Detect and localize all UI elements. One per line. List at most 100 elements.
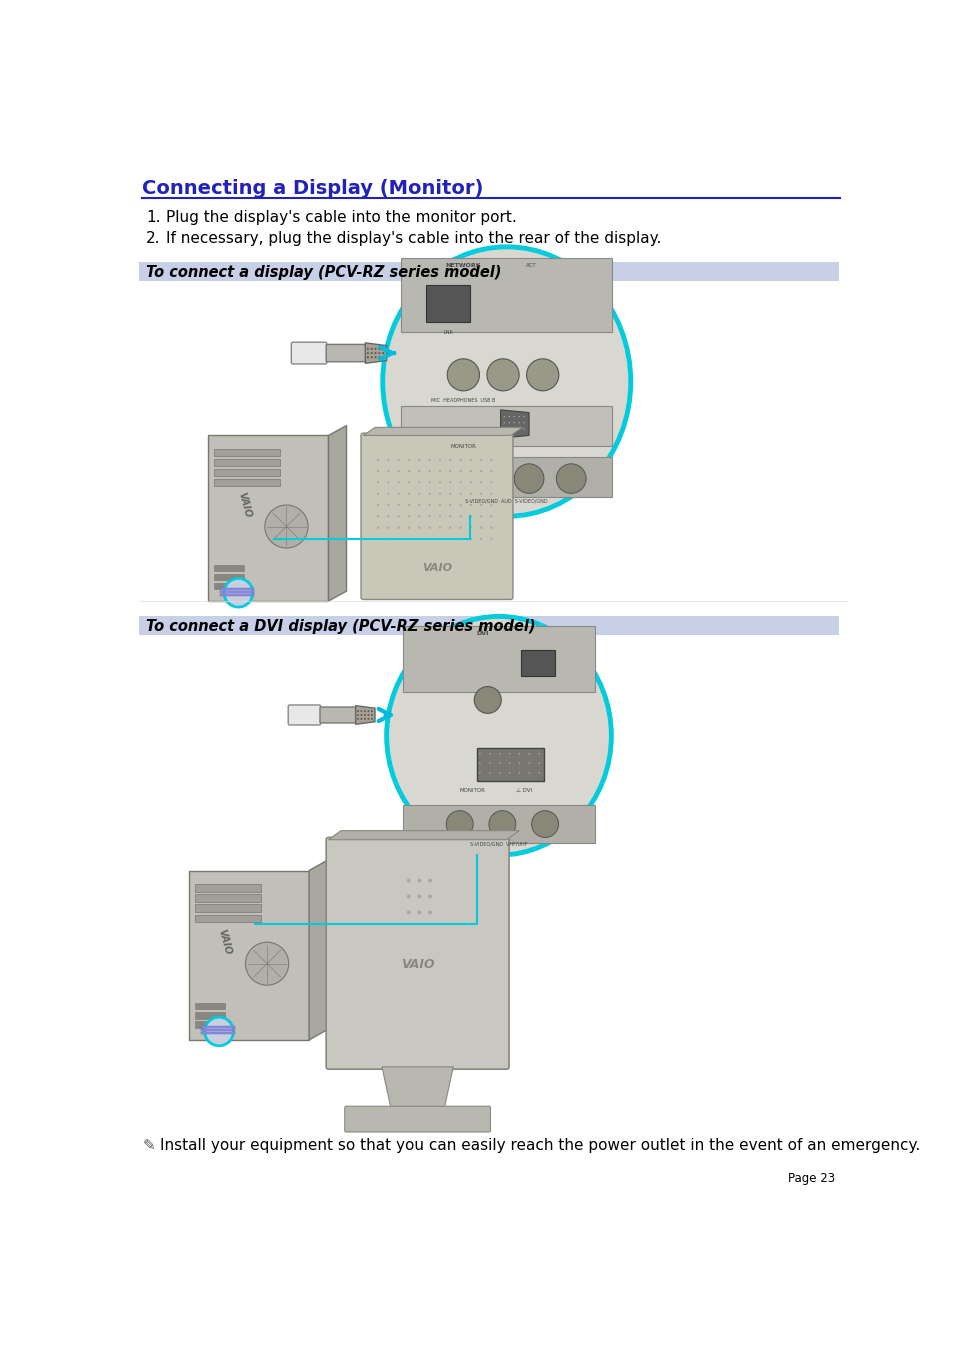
Circle shape: [408, 527, 410, 528]
Circle shape: [490, 470, 492, 473]
FancyBboxPatch shape: [214, 478, 280, 486]
Circle shape: [446, 811, 473, 838]
Circle shape: [479, 493, 482, 494]
Circle shape: [360, 711, 362, 712]
Circle shape: [397, 470, 399, 473]
FancyBboxPatch shape: [326, 345, 366, 362]
Circle shape: [397, 504, 399, 507]
Circle shape: [356, 711, 358, 712]
FancyBboxPatch shape: [403, 805, 594, 843]
Circle shape: [397, 481, 399, 484]
FancyBboxPatch shape: [401, 405, 612, 446]
Circle shape: [449, 504, 451, 507]
Circle shape: [204, 1017, 233, 1046]
FancyBboxPatch shape: [214, 458, 280, 466]
Circle shape: [428, 493, 431, 494]
FancyBboxPatch shape: [201, 1027, 234, 1028]
FancyBboxPatch shape: [521, 650, 555, 676]
Polygon shape: [363, 427, 522, 435]
Circle shape: [469, 504, 472, 507]
FancyBboxPatch shape: [291, 342, 327, 363]
Circle shape: [367, 353, 369, 354]
FancyBboxPatch shape: [208, 435, 328, 601]
Circle shape: [376, 458, 379, 461]
Text: Install your equipment so that you can easily reach the power outlet in the even: Install your equipment so that you can e…: [159, 1139, 919, 1154]
Circle shape: [428, 458, 431, 461]
Circle shape: [459, 493, 461, 494]
Circle shape: [469, 458, 472, 461]
Circle shape: [387, 458, 389, 461]
Circle shape: [371, 717, 373, 720]
Circle shape: [459, 470, 461, 473]
Ellipse shape: [382, 247, 630, 516]
Circle shape: [479, 515, 482, 517]
Circle shape: [387, 515, 389, 517]
Circle shape: [382, 353, 384, 354]
Circle shape: [406, 911, 410, 915]
Circle shape: [459, 538, 461, 540]
Circle shape: [387, 481, 389, 484]
FancyBboxPatch shape: [214, 582, 244, 589]
FancyBboxPatch shape: [476, 747, 543, 781]
Circle shape: [376, 538, 379, 540]
Circle shape: [488, 811, 516, 838]
Circle shape: [518, 753, 519, 754]
Circle shape: [526, 359, 558, 390]
Text: If necessary, plug the display's cable into the rear of the display.: If necessary, plug the display's cable i…: [166, 231, 660, 246]
FancyBboxPatch shape: [189, 870, 309, 1040]
Circle shape: [376, 470, 379, 473]
Circle shape: [438, 458, 440, 461]
Circle shape: [459, 527, 461, 528]
Text: MONITOR: MONITOR: [450, 443, 476, 449]
FancyBboxPatch shape: [288, 705, 320, 725]
Circle shape: [428, 515, 431, 517]
Text: VAIO: VAIO: [421, 563, 452, 573]
Circle shape: [224, 578, 253, 607]
Circle shape: [417, 894, 421, 898]
Circle shape: [447, 359, 479, 390]
Circle shape: [479, 470, 482, 473]
Polygon shape: [309, 861, 327, 1040]
Circle shape: [387, 504, 389, 507]
Text: VAIO: VAIO: [236, 490, 253, 519]
Circle shape: [459, 481, 461, 484]
Circle shape: [356, 715, 358, 716]
Circle shape: [489, 753, 490, 754]
Circle shape: [449, 515, 451, 517]
FancyBboxPatch shape: [194, 1002, 225, 1009]
Text: Plug the display's cable into the monitor port.: Plug the display's cable into the monito…: [166, 209, 516, 224]
Circle shape: [375, 353, 376, 354]
Circle shape: [376, 527, 379, 528]
Text: S-VIDEO/GND  VHF/UHF: S-VIDEO/GND VHF/UHF: [470, 842, 527, 847]
Text: Connecting a Display (Monitor): Connecting a Display (Monitor): [142, 180, 483, 199]
FancyBboxPatch shape: [401, 258, 612, 332]
Text: LNK: LNK: [443, 331, 453, 335]
Circle shape: [469, 481, 472, 484]
Circle shape: [490, 538, 492, 540]
Circle shape: [490, 493, 492, 494]
Circle shape: [469, 470, 472, 473]
FancyBboxPatch shape: [194, 1021, 225, 1028]
FancyBboxPatch shape: [319, 707, 356, 723]
Circle shape: [478, 753, 480, 754]
Circle shape: [376, 481, 379, 484]
Circle shape: [417, 911, 421, 915]
Circle shape: [508, 753, 510, 754]
Circle shape: [387, 493, 389, 494]
Circle shape: [367, 347, 369, 350]
Circle shape: [472, 463, 501, 493]
Circle shape: [428, 538, 431, 540]
Text: ACT: ACT: [526, 263, 537, 267]
Circle shape: [397, 515, 399, 517]
Circle shape: [498, 771, 500, 774]
Circle shape: [428, 894, 432, 898]
Circle shape: [397, 458, 399, 461]
Circle shape: [382, 347, 384, 350]
Circle shape: [449, 538, 451, 540]
FancyBboxPatch shape: [138, 616, 839, 635]
Circle shape: [508, 771, 510, 774]
Circle shape: [489, 771, 490, 774]
Circle shape: [417, 538, 420, 540]
Circle shape: [378, 357, 380, 358]
Circle shape: [428, 911, 432, 915]
